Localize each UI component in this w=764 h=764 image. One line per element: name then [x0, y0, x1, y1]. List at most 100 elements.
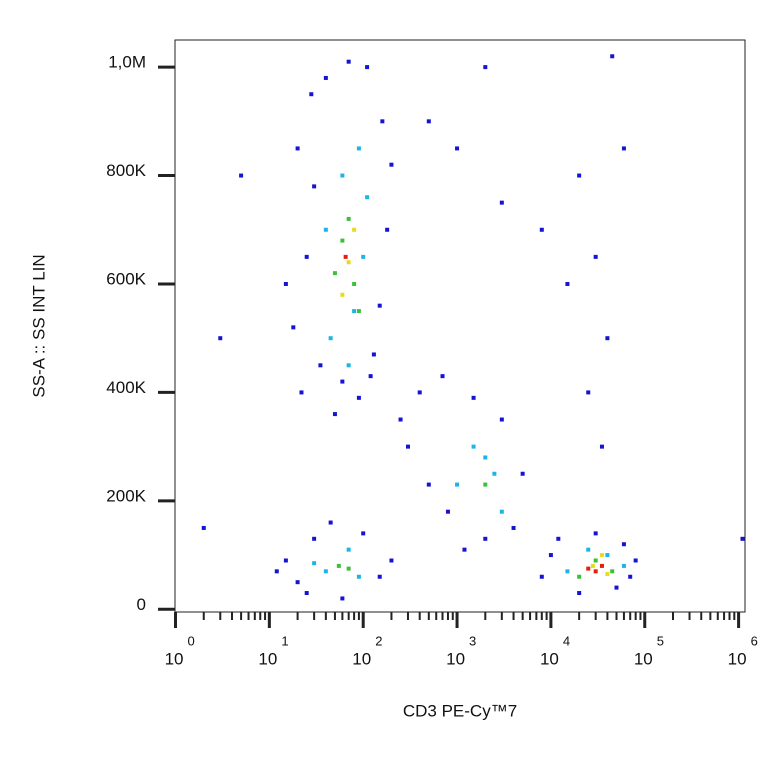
y-tick-label: 400K	[106, 378, 146, 397]
point	[593, 531, 598, 536]
y-tick-label: 1,0M	[108, 53, 146, 72]
point	[380, 119, 385, 124]
point	[328, 336, 333, 341]
point	[371, 352, 376, 357]
point	[312, 184, 317, 189]
point	[361, 254, 366, 259]
point	[586, 547, 591, 552]
point	[577, 173, 582, 178]
point	[346, 547, 351, 552]
point	[483, 536, 488, 541]
point	[462, 547, 467, 552]
point	[385, 227, 390, 232]
point	[283, 281, 288, 286]
point	[312, 561, 317, 566]
point-group	[201, 54, 745, 601]
point	[346, 59, 351, 64]
point	[565, 281, 570, 286]
point	[499, 200, 504, 205]
point	[346, 216, 351, 221]
point	[346, 363, 351, 368]
point	[610, 54, 615, 59]
point	[340, 379, 345, 384]
x-tick-exponent: 4	[563, 633, 570, 648]
point	[440, 374, 445, 379]
point	[346, 566, 351, 571]
point	[304, 591, 309, 596]
point	[599, 553, 604, 558]
point	[283, 558, 288, 563]
x-tick-exponent: 1	[281, 633, 288, 648]
point	[352, 227, 357, 232]
point	[343, 254, 348, 259]
point	[304, 254, 309, 259]
point	[628, 574, 633, 579]
point	[614, 585, 619, 590]
x-tick-exponent: 3	[469, 633, 476, 648]
y-tick-label: 600K	[106, 269, 146, 288]
y-tick-label: 800K	[106, 161, 146, 180]
point	[610, 569, 615, 574]
point	[605, 336, 610, 341]
point	[483, 482, 488, 487]
point	[318, 363, 323, 368]
point	[740, 536, 745, 541]
plot-frame	[174, 39, 746, 613]
point	[328, 520, 333, 525]
point	[365, 195, 370, 200]
point	[539, 227, 544, 232]
x-tick-label: 10	[446, 649, 465, 668]
point	[455, 146, 460, 151]
point	[340, 173, 345, 178]
point	[586, 566, 591, 571]
point-group	[332, 216, 615, 579]
point	[492, 471, 497, 476]
point	[483, 65, 488, 70]
point	[471, 395, 476, 400]
point	[471, 444, 476, 449]
point	[417, 390, 422, 395]
point	[340, 238, 345, 243]
point	[309, 92, 314, 97]
x-axis-title: CD3 PE-Cy™7	[403, 701, 517, 720]
x-tick-label: 10	[728, 649, 747, 668]
point	[499, 417, 504, 422]
point	[295, 580, 300, 585]
x-tick-label: 10	[352, 649, 371, 668]
point	[539, 574, 544, 579]
point-group	[312, 146, 626, 579]
point	[548, 553, 553, 558]
point	[356, 146, 361, 151]
point	[323, 75, 328, 80]
point	[605, 553, 610, 558]
x-tick-label: 10	[165, 649, 184, 668]
point	[336, 563, 341, 568]
point	[565, 569, 570, 574]
point	[511, 525, 516, 530]
point	[577, 574, 582, 579]
point	[295, 146, 300, 151]
point	[377, 574, 382, 579]
point	[593, 569, 598, 574]
x-tick-exponent: 6	[751, 633, 758, 648]
point	[356, 395, 361, 400]
point	[483, 455, 488, 460]
point	[377, 303, 382, 308]
y-axis-title: SS-A :: SS INT LIN	[29, 254, 48, 397]
point	[201, 525, 206, 530]
point	[340, 596, 345, 601]
point	[586, 390, 591, 395]
point	[218, 336, 223, 341]
point	[556, 536, 561, 541]
point	[323, 569, 328, 574]
point	[398, 417, 403, 422]
point	[356, 309, 361, 314]
point	[389, 162, 394, 167]
y-tick-label: 0	[137, 595, 146, 614]
x-tick-exponent: 2	[375, 633, 382, 648]
point	[577, 591, 582, 596]
point	[621, 542, 626, 547]
point	[274, 569, 279, 574]
y-tick-label: 200K	[106, 486, 146, 505]
point-group	[340, 227, 610, 577]
